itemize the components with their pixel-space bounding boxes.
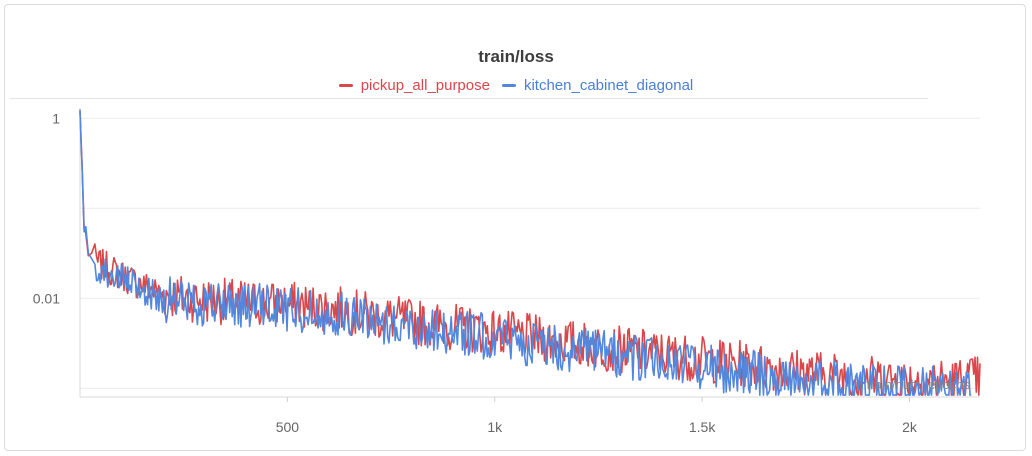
chart-title: train/loss bbox=[478, 47, 554, 66]
legend-swatch-kitchen-cabinet-diagonal bbox=[501, 84, 516, 87]
series-line-pickup-all-purpose[interactable] bbox=[79, 111, 981, 396]
x-tick-label-0: 500 bbox=[276, 419, 300, 435]
grid-lines bbox=[80, 117, 980, 402]
series-line-kitchen-cabinet-diagonal[interactable] bbox=[79, 109, 972, 396]
y-ticks: 10.01 bbox=[33, 110, 60, 306]
y-tick-label-1: 0.01 bbox=[33, 290, 60, 306]
y-tick-label-0: 1 bbox=[52, 110, 60, 126]
x-tick-label-3: 2k bbox=[902, 419, 918, 435]
x-tick-label-2: 1.5k bbox=[689, 419, 716, 435]
legend-label-pickup-all-purpose: pickup_all_purpose bbox=[360, 77, 490, 94]
x-axis-title: train/num_epochs bbox=[867, 377, 971, 392]
x-ticks: 500 1k 1.5k 2k bbox=[276, 419, 918, 435]
legend-label-kitchen-cabinet-diagonal: kitchen_cabinet_diagonal bbox=[523, 77, 694, 94]
x-tick-label-1: 1k bbox=[487, 419, 503, 435]
legend-separator bbox=[10, 98, 928, 99]
series-lines bbox=[79, 109, 981, 396]
chart-legend: pickup_all_purpose kitchen_cabinet_diago… bbox=[0, 77, 1032, 94]
legend-swatch-pickup-all-purpose bbox=[338, 84, 353, 87]
legend-item-kitchen-cabinet-diagonal[interactable]: kitchen_cabinet_diagonal bbox=[501, 77, 694, 94]
legend-item-pickup-all-purpose[interactable]: pickup_all_purpose bbox=[338, 77, 490, 94]
